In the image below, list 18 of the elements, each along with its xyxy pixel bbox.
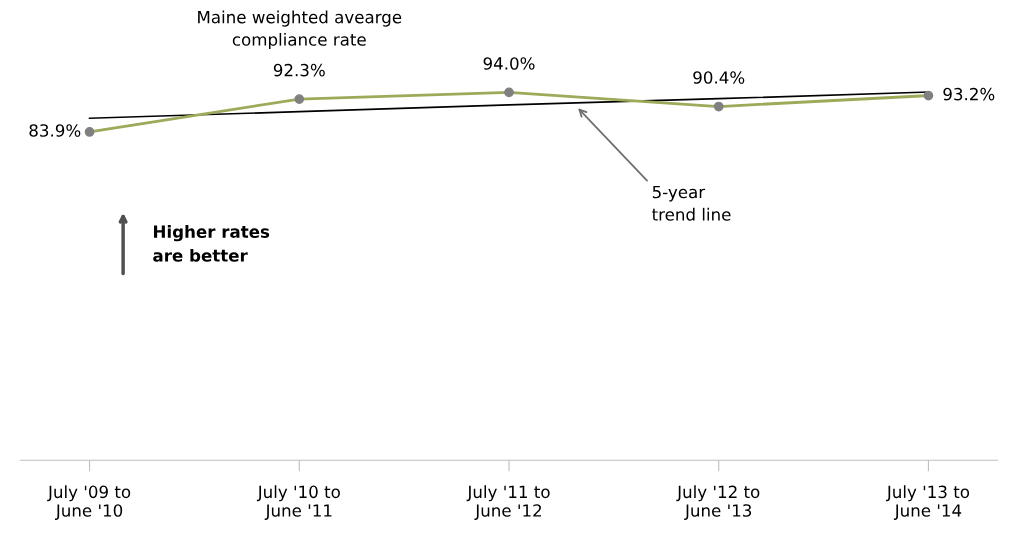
point bbox=[294, 94, 305, 104]
data-label: 90.4% bbox=[693, 71, 745, 84]
point bbox=[713, 101, 724, 112]
x-tick-label: July '12 to June '13 bbox=[676, 485, 760, 520]
x-tick-label: July '13 to June '14 bbox=[886, 485, 970, 520]
data-label: 92.3% bbox=[273, 63, 325, 77]
point bbox=[923, 90, 934, 101]
data-label: 93.2% bbox=[943, 87, 995, 101]
point bbox=[84, 127, 95, 137]
x-tick-label: July '09 to June '10 bbox=[47, 485, 131, 520]
x-tick-label: July '11 to June '12 bbox=[466, 485, 550, 520]
x-tick-label: July '10 to June '11 bbox=[256, 485, 340, 520]
data-label: 94.0% bbox=[483, 57, 535, 70]
point bbox=[504, 87, 514, 98]
text: Higher rates are better bbox=[153, 225, 270, 262]
text: Maine weighted avearge compliance rate bbox=[198, 10, 402, 50]
text: 5-year trend line bbox=[652, 185, 731, 221]
data-label: 83.9% bbox=[29, 124, 81, 137]
